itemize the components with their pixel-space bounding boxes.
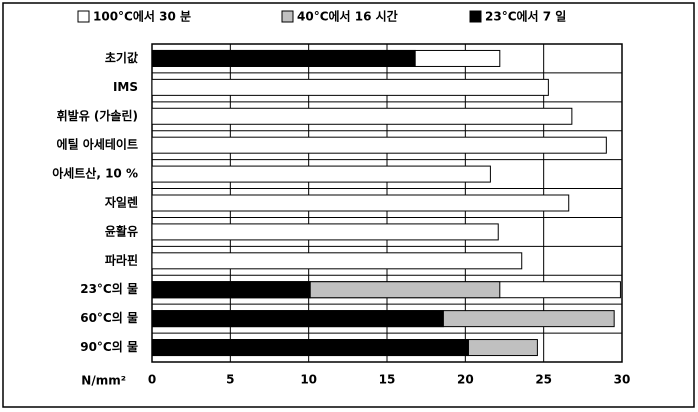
bar	[151, 252, 523, 270]
y-tick-label: 아세트산, 10 %	[52, 166, 138, 181]
y-tick-label: 90°C의 물	[80, 339, 138, 354]
frame	[2, 2, 695, 408]
bar	[151, 49, 416, 67]
y-tick-label: 초기값	[105, 50, 138, 65]
y-tick-label: 파라핀	[105, 252, 138, 267]
y-tick-label: 60°C의 물	[80, 310, 138, 325]
legend-swatch	[77, 10, 90, 23]
bar	[151, 310, 444, 328]
legend-label: 40°C에서 16 시간	[297, 9, 398, 24]
bar	[151, 223, 499, 241]
x-tick-label: 25	[535, 373, 552, 387]
x-axis-label: N/mm²	[81, 374, 126, 388]
y-tick-label: 휘발유 (가솔린)	[57, 108, 138, 123]
y-tick-label: 23°C의 물	[80, 281, 138, 296]
bar	[151, 78, 549, 96]
legend-swatch	[281, 10, 294, 23]
x-tick-label: 15	[379, 373, 396, 387]
legend-label: 100°C에서 30 분	[93, 9, 191, 24]
y-tick-label: 자일렌	[105, 195, 138, 210]
bar	[151, 281, 311, 299]
x-tick-label: 0	[148, 373, 156, 387]
bar	[151, 339, 469, 357]
x-tick-label: 10	[300, 373, 317, 387]
bar	[151, 165, 491, 183]
y-tick-label: 에틸 아세테이트	[57, 137, 138, 152]
x-tick-label: 5	[226, 373, 234, 387]
y-tick-label: 윤활유	[105, 223, 138, 238]
legend-swatch	[469, 10, 482, 23]
x-tick-label: 20	[457, 373, 474, 387]
bar	[151, 194, 570, 212]
bar	[151, 136, 607, 154]
y-tick-label: IMS	[113, 80, 138, 94]
bar	[151, 107, 573, 125]
x-tick-label: 30	[614, 373, 631, 387]
legend-label: 23°C에서 7 일	[485, 9, 566, 24]
